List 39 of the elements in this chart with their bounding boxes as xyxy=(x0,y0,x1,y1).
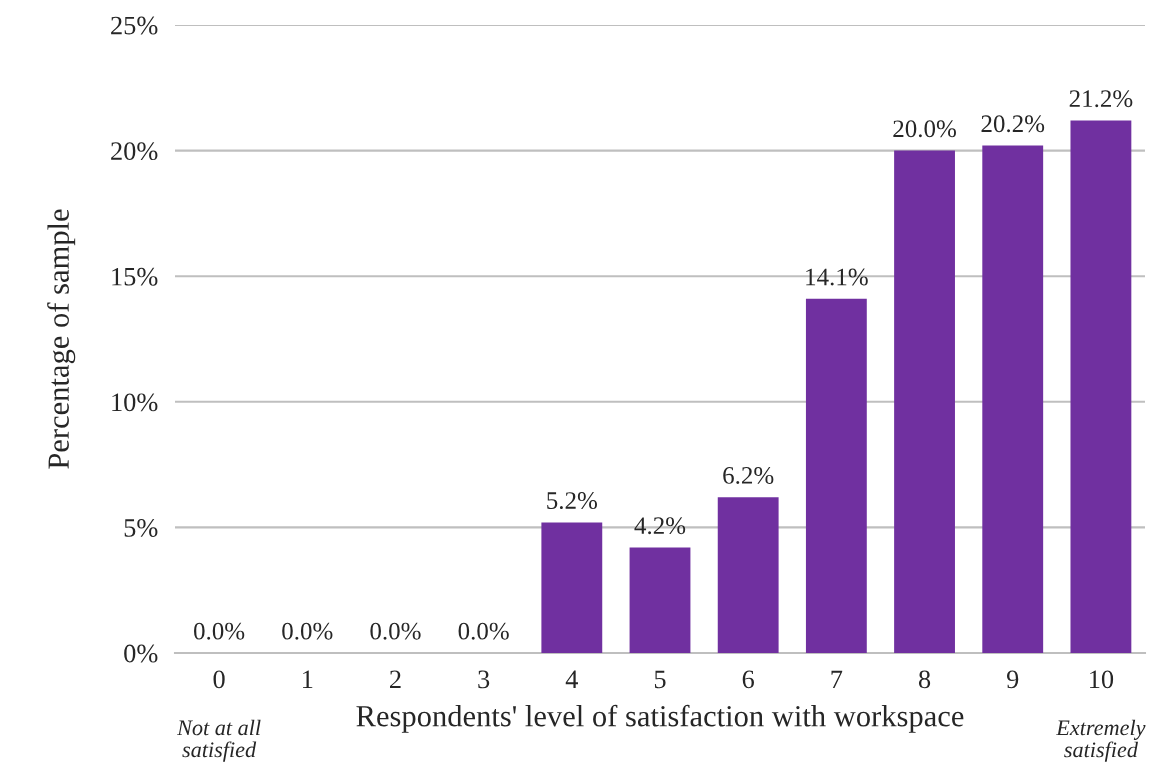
bar xyxy=(717,497,779,653)
data-label: 20.2% xyxy=(981,115,1045,133)
x-tick-label: 4 xyxy=(565,670,578,688)
x-tick-label: 7 xyxy=(831,670,843,688)
data-label: 4.2% xyxy=(634,517,686,535)
y-tick-label: 20% xyxy=(111,142,158,161)
y-tick-label: 15% xyxy=(112,267,158,286)
x-tick-label: 1 xyxy=(303,670,313,688)
data-label: 6.2% xyxy=(723,466,774,484)
bar xyxy=(982,145,1044,653)
y-axis-title: Percentage of sample xyxy=(47,209,76,469)
text: Not at all satisfied xyxy=(176,719,261,762)
text: Extremely satisfied xyxy=(1056,719,1146,762)
bar xyxy=(894,150,955,653)
data-label: 0.0% xyxy=(194,622,245,640)
bar xyxy=(1070,120,1132,653)
x-axis-title: Respondents' level of satisfaction with workspace xyxy=(356,704,964,733)
x-tick-label: 2 xyxy=(390,670,401,688)
data-label: 5.2% xyxy=(547,492,597,510)
x-tick-label: 10 xyxy=(1090,670,1114,689)
x-tick-label: 8 xyxy=(918,670,931,689)
bar xyxy=(629,547,691,653)
x-tick-label: 6 xyxy=(742,670,754,689)
data-label: 0.0% xyxy=(370,622,421,640)
y-tick-label: 25% xyxy=(111,16,158,35)
y-tick-label: 5% xyxy=(124,519,158,537)
data-label: 0.0% xyxy=(458,622,509,640)
x-tick-label: 3 xyxy=(478,670,490,689)
bar xyxy=(541,522,603,653)
data-label: 0.0% xyxy=(282,622,333,640)
x-tick-label: 0 xyxy=(213,670,225,689)
y-tick-label: 0% xyxy=(124,644,158,663)
data-label: 20.0% xyxy=(893,120,956,138)
bar xyxy=(805,298,867,653)
x-tick-label: 5 xyxy=(654,670,666,689)
x-tick-label: 9 xyxy=(1006,670,1019,689)
data-label: 14.1% xyxy=(806,268,868,286)
data-label: 21.2% xyxy=(1069,90,1133,108)
y-tick-label: 10% xyxy=(112,393,158,412)
